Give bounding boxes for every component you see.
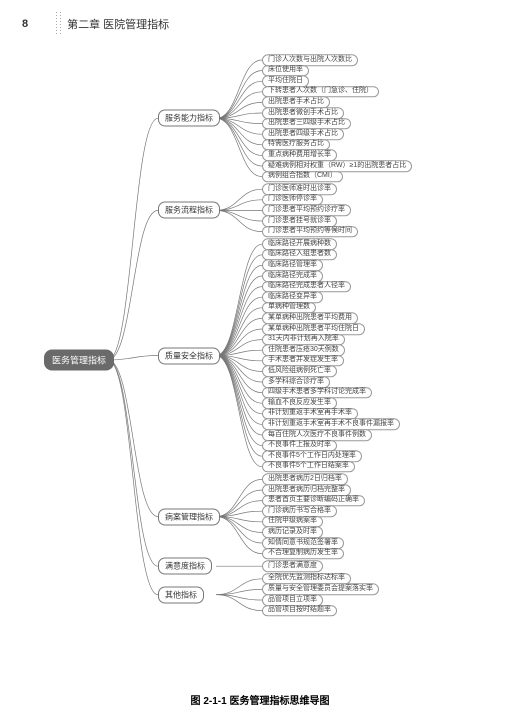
leaf-node: 病例组合指数（CMI） (262, 171, 343, 183)
leaf-node: 门诊患者平均预约等候时间 (262, 226, 358, 238)
leaf-node: 门诊患者满意度 (262, 560, 323, 572)
category-node: 病案管理指标 (158, 508, 220, 525)
category-node: 服务流程指标 (158, 202, 220, 219)
header-divider (56, 12, 57, 36)
category-node: 满意度指标 (158, 558, 212, 575)
leaf-node: 品管项目按时结题率 (262, 605, 337, 617)
root-node: 医务管理指标 (44, 350, 114, 371)
page-header: 8 第二章 医院管理指标 (0, 0, 520, 36)
figure-caption: 图 2-1-1 医务管理指标思维导图 (0, 692, 520, 707)
leaf-node: 不合理复制病历发生率 (262, 548, 344, 560)
leaf-node: 不良事件5个工作日结案率 (262, 461, 355, 473)
page-number: 8 (22, 18, 28, 30)
mindmap: 医务管理指标 门诊人次数与出院人次数比床位使用率平均住院日下转患者人次数（门急诊… (0, 40, 520, 680)
chapter-title: 第二章 医院管理指标 (67, 16, 169, 32)
category-node: 质量安全指标 (158, 347, 220, 364)
category-node: 服务能力指标 (158, 110, 220, 127)
category-node: 其他指标 (158, 586, 204, 603)
